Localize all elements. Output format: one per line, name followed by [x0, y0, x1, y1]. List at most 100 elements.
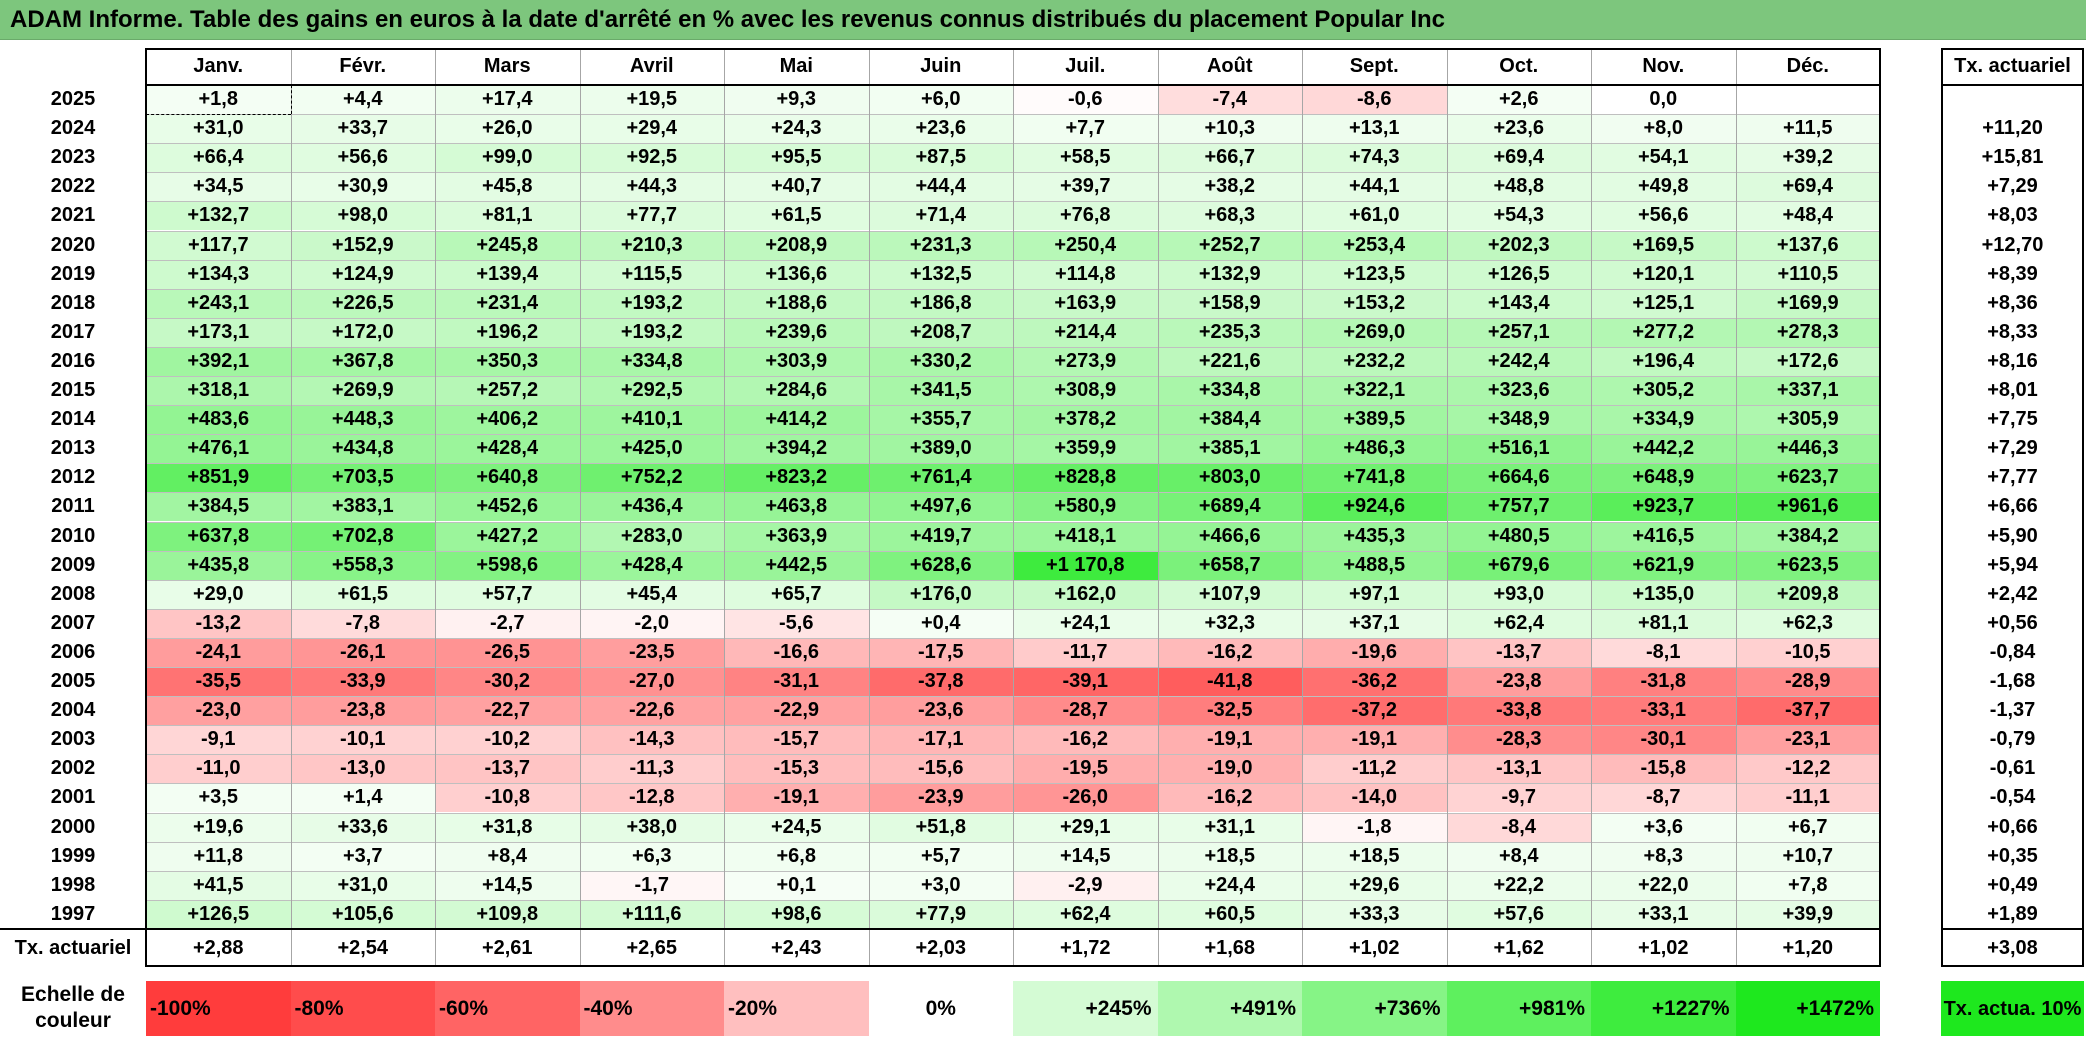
table-cell: +425,0 [579, 434, 724, 464]
year-label: 2025 [50, 88, 96, 111]
table-cell: +961,6 [1735, 492, 1880, 522]
table-cell: +394,2 [724, 434, 869, 464]
table-cell: +446,3 [1735, 434, 1880, 464]
rate-cell: +8,16 [1987, 349, 2038, 372]
month-header: Mai [779, 55, 813, 77]
table-cell: +188,6 [724, 288, 869, 318]
table-cell: +135,0 [1591, 579, 1736, 609]
table-cell: -15,7 [724, 725, 869, 755]
table-cell: +23,6 [1446, 114, 1591, 144]
table-cell: +19,5 [579, 85, 724, 115]
table-cell: -23,9 [868, 783, 1013, 813]
month-header: Févr. [339, 55, 387, 77]
table-cell: -11,2 [1302, 754, 1447, 784]
table-cell: +221,6 [1157, 346, 1302, 376]
table-cell: -19,5 [1013, 754, 1158, 784]
rate-cell: +0,49 [1987, 873, 2038, 896]
table-cell: +93,0 [1446, 579, 1591, 609]
table-cell: +435,3 [1302, 521, 1447, 551]
legend-step: +245% [1013, 981, 1158, 1036]
table-cell: +428,4 [579, 550, 724, 580]
month-header: Août [1206, 55, 1253, 77]
table-cell: +689,4 [1157, 492, 1302, 522]
rate-cell: +0,66 [1987, 815, 2038, 838]
table-cell: +6,3 [579, 841, 724, 871]
table-cell: +210,3 [579, 230, 724, 260]
table-cell: +389,5 [1302, 405, 1447, 435]
table-cell: +24,4 [1157, 870, 1302, 900]
table-cell: +410,1 [579, 405, 724, 435]
table-cell: +57,7 [435, 579, 580, 609]
table-cell: +33,7 [290, 114, 435, 144]
table-cell: +363,9 [724, 521, 869, 551]
year-label: 2021 [50, 204, 96, 227]
year-label: 2012 [50, 466, 96, 489]
month-header: Mars [483, 55, 531, 77]
table-cell: +318,1 [146, 376, 291, 406]
table-cell: +435,8 [146, 550, 291, 580]
table-cell: +757,7 [1446, 492, 1591, 522]
month-header: Avril [629, 55, 674, 77]
table-cell: +31,1 [1157, 812, 1302, 842]
rate-cell: +6,66 [1987, 495, 2038, 518]
rate-cell: +7,75 [1987, 408, 2038, 431]
table-cell: +22,2 [1446, 870, 1591, 900]
table-cell: +414,2 [724, 405, 869, 435]
table-cell: +648,9 [1591, 463, 1736, 493]
table-cell: +558,3 [290, 550, 435, 580]
table-cell: +231,4 [435, 288, 580, 318]
legend-step: -60% [435, 981, 580, 1036]
table-cell: +452,6 [435, 492, 580, 522]
table-cell: +214,4 [1013, 317, 1158, 347]
table-cell: -13,7 [1446, 637, 1591, 667]
table-cell: +49,8 [1591, 172, 1736, 202]
table-cell: +24,3 [724, 114, 869, 144]
legend-step: 0% [868, 981, 1013, 1036]
table-cell: +598,6 [435, 550, 580, 580]
year-label: 2006 [50, 640, 96, 663]
table-cell: +323,6 [1446, 376, 1591, 406]
table-cell: +66,4 [146, 143, 291, 173]
table-cell: +120,1 [1591, 259, 1736, 289]
table-cell: +384,5 [146, 492, 291, 522]
table-cell: -10,2 [435, 725, 580, 755]
table-cell: -30,1 [1591, 725, 1736, 755]
table-cell: +31,0 [146, 114, 291, 144]
table-cell: +442,5 [724, 550, 869, 580]
year-label: 2004 [50, 699, 96, 722]
table-cell: +341,5 [868, 376, 1013, 406]
table-cell: +173,1 [146, 317, 291, 347]
table-cell: -16,2 [1157, 637, 1302, 667]
table-cell: +283,0 [579, 521, 724, 551]
table-cell: +105,6 [290, 899, 435, 929]
table-cell: +13,1 [1302, 114, 1447, 144]
table-cell: +125,1 [1591, 288, 1736, 318]
total-cell: +2,03 [915, 936, 967, 959]
table-cell: +111,6 [579, 899, 724, 929]
table-cell: +62,3 [1735, 608, 1880, 638]
year-label: 2023 [50, 146, 96, 169]
table-cell: +278,3 [1735, 317, 1880, 347]
table-cell: -23,6 [868, 696, 1013, 726]
table-cell: -30,2 [435, 667, 580, 697]
year-label: 2000 [50, 815, 96, 838]
table-cell: +61,5 [290, 579, 435, 609]
table-cell: +31,0 [290, 870, 435, 900]
table-cell: +348,9 [1446, 405, 1591, 435]
table-cell: +38,0 [579, 812, 724, 842]
table-cell: -17,5 [868, 637, 1013, 667]
table-cell: +45,8 [435, 172, 580, 202]
table-cell: +14,5 [1013, 841, 1158, 871]
table-cell: -10,1 [290, 725, 435, 755]
total-cell: +2,61 [481, 936, 533, 959]
total-cell: +2,88 [192, 936, 244, 959]
table-cell: +39,7 [1013, 172, 1158, 202]
table-cell: -15,3 [724, 754, 869, 784]
table-cell: +580,9 [1013, 492, 1158, 522]
table-cell: +334,8 [1157, 376, 1302, 406]
table-cell: +193,2 [579, 288, 724, 318]
table-cell: +66,7 [1157, 143, 1302, 173]
table-cell: +761,4 [868, 463, 1013, 493]
table-cell: +61,0 [1302, 201, 1447, 231]
table-cell: +132,9 [1157, 259, 1302, 289]
